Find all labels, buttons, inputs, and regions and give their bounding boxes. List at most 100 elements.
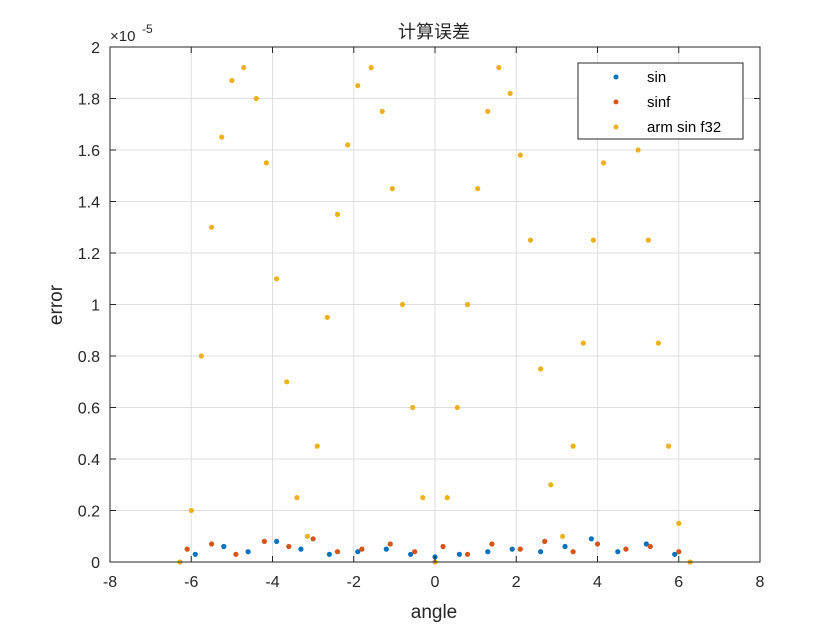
data-points	[177, 65, 693, 565]
data-point-arm-sin-f32	[355, 83, 361, 89]
legend-label-sinf: sinf	[647, 94, 671, 111]
data-point-sinf	[233, 551, 239, 557]
data-point-arm-sin-f32	[274, 276, 280, 282]
y-axis-label: error	[46, 284, 67, 325]
data-point-arm-sin-f32	[496, 65, 502, 71]
data-point-sinf	[209, 541, 215, 547]
data-point-sinf	[676, 549, 682, 555]
data-point-arm-sin-f32	[219, 134, 225, 140]
y-tick-label: 0.6	[78, 401, 100, 418]
data-point-sin	[355, 549, 361, 555]
x-tick-label: -8	[103, 574, 117, 591]
data-point-sin	[588, 536, 595, 542]
x-tick-label: -2	[347, 574, 361, 591]
data-point-sinf	[261, 538, 267, 545]
data-point-sinf	[334, 549, 341, 555]
data-point-arm-sin-f32	[304, 533, 310, 539]
y-tick-label: 1.4	[78, 195, 100, 212]
data-point-arm-sin-f32	[454, 404, 460, 411]
data-point-sin	[245, 549, 251, 555]
y-tick-label: 0.4	[78, 452, 100, 469]
x-tick-label: -6	[184, 574, 198, 591]
data-point-sinf	[359, 546, 365, 552]
data-point-arm-sin-f32	[389, 186, 395, 192]
data-point-arm-sin-f32	[334, 211, 341, 217]
tick-labels: -8 -6 -4 -2 0 2 4 6 8 0 0.2 0.4 0.6 0.8 1 1.2 1.4 1.6 1.8 2	[78, 40, 765, 591]
data-point-arm-sin-f32	[485, 108, 491, 114]
data-point-sin	[615, 549, 621, 555]
data-point-arm-sin-f32	[368, 65, 374, 71]
data-point-arm-sin-f32	[548, 482, 554, 488]
data-point-arm-sin-f32	[580, 340, 586, 346]
data-point-sin	[643, 541, 649, 547]
data-point-sinf	[570, 549, 576, 555]
y-exponent-power: -5	[142, 22, 153, 36]
y-tick-label: 1.6	[78, 143, 100, 160]
data-point-arm-sin-f32	[517, 152, 523, 158]
data-point-arm-sin-f32	[263, 160, 269, 166]
data-point-arm-sin-f32	[570, 443, 576, 449]
legend-marker-sin	[613, 74, 619, 80]
data-point-arm-sin-f32	[284, 379, 290, 385]
data-point-sin	[326, 551, 332, 557]
data-point-arm-sin-f32	[229, 77, 235, 84]
data-point-arm-sin-f32	[198, 353, 204, 359]
data-point-arm-sin-f32	[444, 495, 450, 501]
data-point-sin	[274, 538, 280, 545]
data-point-arm-sin-f32	[241, 65, 247, 71]
data-point-arm-sin-f32	[324, 314, 330, 320]
x-tick-label: 0	[431, 574, 440, 591]
data-point-arm-sin-f32	[410, 404, 416, 411]
data-point-arm-sin-f32	[188, 507, 194, 514]
data-point-sin	[509, 546, 515, 552]
legend-marker-sinf	[613, 99, 619, 105]
data-point-arm-sin-f32	[601, 160, 607, 166]
data-point-sinf	[464, 551, 471, 557]
data-point-arm-sin-f32	[635, 147, 641, 153]
data-point-arm-sin-f32	[666, 443, 672, 449]
x-tick-label: 6	[674, 574, 683, 591]
y-exponent-base: ×10	[110, 28, 135, 45]
x-axis-label: angle	[411, 602, 458, 623]
data-point-arm-sin-f32	[464, 301, 471, 308]
data-point-sin	[672, 551, 678, 557]
data-point-arm-sin-f32	[676, 520, 682, 527]
data-point-arm-sin-f32	[590, 237, 597, 243]
data-point-arm-sin-f32	[294, 495, 300, 501]
data-point-sinf	[542, 538, 548, 545]
data-point-sin	[192, 551, 198, 557]
axes-frame	[109, 46, 761, 563]
y-tick-label: 1.8	[78, 92, 100, 109]
data-point-arm-sin-f32	[655, 340, 662, 346]
chart-title: 计算误差	[398, 22, 470, 43]
data-point-sinf	[517, 546, 523, 552]
y-tick-label: 1	[91, 298, 100, 315]
legend: sin sinf arm sin f32	[577, 62, 744, 140]
data-point-sin	[456, 551, 462, 557]
data-point-sinf	[286, 543, 292, 550]
data-point-arm-sin-f32	[314, 443, 320, 449]
data-point-arm-sin-f32	[399, 301, 406, 308]
legend-label-arm-sin-f32: arm sin f32	[647, 119, 721, 136]
y-tick-label: 1.2	[78, 246, 100, 263]
data-point-sin	[562, 543, 568, 550]
data-point-sinf	[489, 541, 495, 547]
data-point-sin	[538, 549, 544, 555]
y-tick-label: 0.8	[78, 349, 100, 366]
data-point-arm-sin-f32	[507, 90, 513, 96]
data-point-arm-sin-f32	[527, 237, 534, 243]
legend-marker-arm-sin-f32	[613, 124, 619, 130]
y-tick-label: 2	[91, 40, 100, 57]
data-point-sinf	[594, 541, 601, 547]
data-point-sin	[383, 546, 389, 552]
data-point-arm-sin-f32	[538, 366, 544, 372]
x-tick-label: 8	[756, 574, 765, 591]
data-point-sin	[221, 543, 227, 550]
data-point-arm-sin-f32	[379, 108, 385, 114]
data-point-sinf	[184, 546, 190, 552]
data-point-sin	[408, 551, 414, 557]
data-point-sinf	[623, 546, 629, 552]
data-point-sin	[485, 549, 491, 555]
y-tick-label: 0	[91, 555, 100, 572]
